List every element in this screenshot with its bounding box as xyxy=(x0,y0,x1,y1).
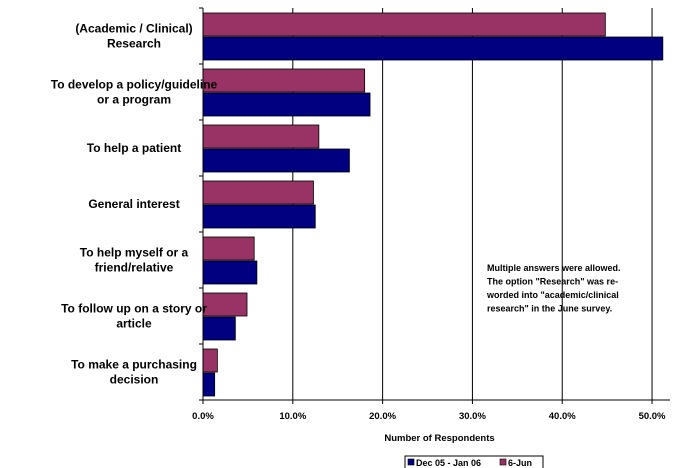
category-label-line: article xyxy=(116,317,152,331)
legend-label-jun06: 6-Jun xyxy=(508,458,532,468)
legend-box xyxy=(404,455,544,468)
x-tick-label: 40.0% xyxy=(549,411,576,422)
category-label-line: (Academic / Clinical) xyxy=(75,22,192,36)
legend-swatch-dec05-jan06 xyxy=(407,458,415,466)
bar-jun06 xyxy=(202,292,248,317)
category-label-line: To develop a policy/guideline xyxy=(51,78,218,92)
category-label: To make a purchasing decision xyxy=(71,358,197,387)
category-label-line: To help myself or a xyxy=(80,246,189,260)
bar-jun06 xyxy=(202,124,320,149)
bar-dec05-jan06 xyxy=(202,372,216,397)
category-label-line: General interest xyxy=(88,197,179,211)
x-tick-label: 10.0% xyxy=(279,411,306,422)
bar-dec05-jan06 xyxy=(202,36,664,61)
bar-dec05-jan06 xyxy=(202,92,371,117)
category-label: To develop a policy/guideline or a progra… xyxy=(51,78,218,107)
category-label-line: To follow up on a story or xyxy=(61,302,207,316)
category-label-line: To help a patient xyxy=(87,141,181,155)
x-tick-label: 30.0% xyxy=(459,411,486,422)
bars xyxy=(202,12,664,397)
category-label: To help a patient xyxy=(87,141,181,155)
category-label-line: decision xyxy=(110,373,159,387)
annotation-text: Multiple answers were allowed. The option… xyxy=(486,263,621,314)
bar-jun06 xyxy=(202,68,366,93)
x-tick-label: 50.0% xyxy=(639,411,666,422)
bar-dec05-jan06 xyxy=(202,316,236,341)
category-label: General interest xyxy=(88,197,179,211)
gridlines xyxy=(292,8,653,400)
bar-jun06 xyxy=(202,12,606,37)
category-label: To help myself or a friend/relative xyxy=(80,246,189,275)
x-axis-title: Number of Respondents xyxy=(384,433,494,444)
annotation-line: The option "Research" was re- xyxy=(487,277,618,287)
bar-jun06 xyxy=(202,180,314,205)
legend-label-dec05-jan06: Dec 05 - Jan 06 xyxy=(416,458,481,468)
bar-dec05-jan06 xyxy=(202,204,316,229)
category-label-line: To make a purchasing xyxy=(71,358,197,372)
annotation-line: Multiple answers were allowed. xyxy=(487,263,621,273)
bar-dec05-jan06 xyxy=(202,148,350,173)
annotation-line: research" in the June survey. xyxy=(487,304,612,314)
category-label-line: friend/relative xyxy=(95,261,174,275)
x-tick-label: 0.0% xyxy=(192,411,214,422)
annotation-line: worded into "academic/clinical xyxy=(486,290,619,300)
annotation-note: Multiple answers were allowed. The option… xyxy=(486,263,621,314)
x-tick-labels: 0.0% 10.0% 20.0% 30.0% 40.0% 50.0% xyxy=(192,400,666,422)
bar-jun06 xyxy=(202,236,255,261)
x-tick-label: 20.0% xyxy=(369,411,396,422)
legend: Dec 05 - Jan 06 6-Jun xyxy=(404,455,544,468)
category-labels: (Academic / Clinical) Research To develop … xyxy=(51,22,218,387)
category-label-line: or a program xyxy=(97,93,171,107)
category-label: (Academic / Clinical) Research xyxy=(75,22,192,51)
bar-dec05-jan06 xyxy=(202,260,258,285)
category-label: To follow up on a story or article xyxy=(61,302,207,331)
bar-jun06 xyxy=(202,348,218,373)
category-label-line: Research xyxy=(107,37,161,51)
legend-swatch-jun06 xyxy=(499,458,507,466)
